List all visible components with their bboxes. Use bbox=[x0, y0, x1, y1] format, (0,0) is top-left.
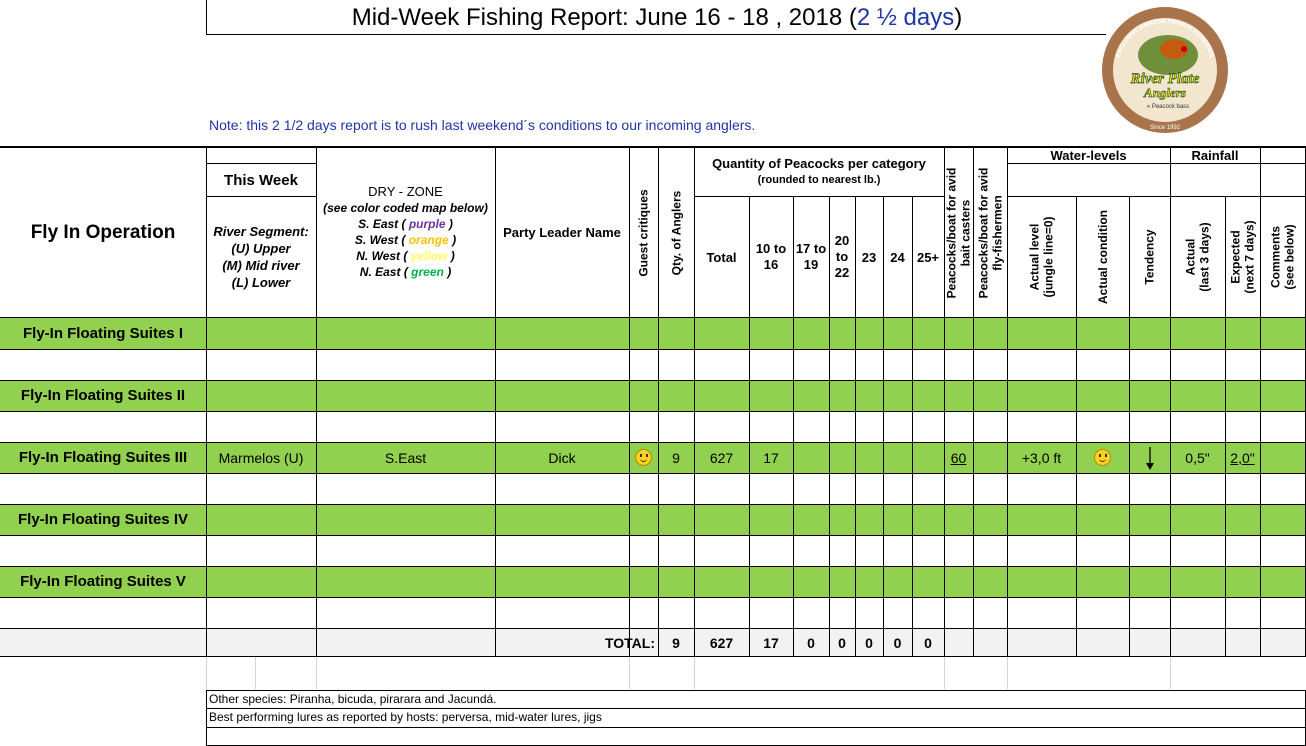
header-rain-actual: Actual (last 3 days) bbox=[1183, 222, 1212, 292]
total-cat-25: 0 bbox=[924, 634, 932, 651]
row-label-suites-4: Fly-In Floating Suites IV bbox=[17, 511, 188, 528]
river-plate-anglers-logo: EXCLUSIVE AMAZON PRIVATE FISHERIES River… bbox=[1102, 7, 1228, 133]
header-cat-20-22: 20 to 22 bbox=[834, 233, 850, 280]
header-cat-23: 23 bbox=[861, 249, 877, 265]
total-cat-20-22: 0 bbox=[838, 634, 846, 651]
report-note: Note: this 2 1/2 days report is to rush … bbox=[209, 117, 756, 133]
total-label: TOTAL: bbox=[604, 634, 655, 651]
header-bottom-rule bbox=[0, 317, 1306, 318]
header-comments: Comments (see below) bbox=[1268, 224, 1297, 290]
row-label-suites-2: Fly-In Floating Suites II bbox=[20, 387, 186, 404]
header-cat-17-19: 17 to 19 bbox=[795, 241, 827, 272]
footer-best-lures: Best performing lures as reported by hos… bbox=[209, 710, 602, 724]
header-bait-casters: Peacocks/boat for avid bait casters bbox=[944, 167, 973, 298]
title-underline bbox=[206, 34, 1106, 35]
total-total: 627 bbox=[709, 634, 734, 651]
header-cat-24: 24 bbox=[890, 249, 905, 265]
row3-bait-casters: 60 bbox=[950, 449, 967, 466]
row3-segment: Marmelos (U) bbox=[218, 449, 304, 466]
row3-anglers: 9 bbox=[672, 449, 680, 466]
header-fly-fishermen: Peacocks/boat for avid fly-fishermen bbox=[976, 167, 1004, 298]
total-anglers: 9 bbox=[672, 634, 680, 651]
svg-text:River Plate: River Plate bbox=[1130, 71, 1200, 87]
title-left-border bbox=[206, 0, 207, 35]
row-label-suites-5: Fly-In Floating Suites V bbox=[20, 573, 186, 590]
header-qty-anglers: Qty. of Anglers bbox=[669, 190, 683, 275]
total-cat-17-19: 0 bbox=[807, 634, 815, 651]
header-top-rule bbox=[0, 146, 1306, 148]
row3-leader: Dick bbox=[548, 449, 576, 466]
row3-cat-10-16: 17 bbox=[763, 449, 779, 466]
total-row-band bbox=[0, 628, 1306, 657]
header-tendency: Tendency bbox=[1142, 229, 1157, 285]
header-river-segment: River Segment: (U) Upper (M) Mid river (… bbox=[213, 224, 309, 290]
total-cat-10-16: 17 bbox=[763, 634, 779, 651]
row-label-suites-1: Fly-In Floating Suites I bbox=[22, 325, 183, 342]
row3-zone: S.East bbox=[384, 449, 427, 466]
total-cat-23: 0 bbox=[865, 634, 873, 651]
header-actual-level: Actual level (jungle line=0) bbox=[1027, 216, 1056, 298]
header-rainfall: Rainfall bbox=[1191, 147, 1239, 163]
row3-rain-actual: 0,5" bbox=[1185, 449, 1210, 466]
row3-actual-level: +3,0 ft bbox=[1021, 449, 1062, 466]
smiley-icon bbox=[635, 449, 652, 466]
arrow-down-icon bbox=[1145, 446, 1154, 470]
row-band-3 bbox=[0, 442, 1306, 473]
header-quantity: Quantity of Peacocks per category (round… bbox=[712, 156, 926, 186]
header-actual-condition: Actual condition bbox=[1095, 210, 1110, 304]
row3-total: 627 bbox=[709, 449, 734, 466]
header-this-week: This Week bbox=[224, 171, 298, 189]
header-water-levels: Water-levels bbox=[1050, 147, 1127, 163]
row3-rain-expected: 2,0" bbox=[1230, 449, 1255, 466]
row-label-suites-3: Fly-In Floating Suites III bbox=[18, 449, 188, 466]
header-guest-critiques: Guest critiques bbox=[636, 188, 651, 277]
row-band-2 bbox=[0, 380, 1306, 411]
header-rain-expected: Expected (next 7 days) bbox=[1228, 220, 1257, 294]
svg-text:Anglers: Anglers bbox=[1143, 85, 1186, 100]
total-cat-24: 0 bbox=[893, 634, 902, 651]
header-total: Total bbox=[706, 249, 737, 265]
header-dry-zone: DRY - ZONE (see color coded map below) S… bbox=[323, 184, 488, 279]
header-operation: Fly In Operation bbox=[30, 221, 176, 243]
svg-text:Since 1992: Since 1992 bbox=[1150, 125, 1181, 131]
header-cat-10-16: 10 to 16 bbox=[755, 241, 787, 272]
row-band-5 bbox=[0, 566, 1306, 597]
header-cat-25: 25+ bbox=[916, 249, 940, 265]
row-band-4 bbox=[0, 504, 1306, 535]
footer-other-species: Other species: Piranha, bicuda, pirarara… bbox=[209, 692, 497, 706]
svg-text:« Peacock bass: « Peacock bass bbox=[1147, 104, 1189, 110]
smiley-icon bbox=[1094, 449, 1111, 466]
row-band-1 bbox=[0, 318, 1306, 349]
report-title: Mid-Week Fishing Report: June 16 - 18 , … bbox=[351, 4, 963, 31]
header-party-leader: Party Leader Name bbox=[503, 225, 621, 240]
report-days: 2 ½ days bbox=[856, 4, 955, 31]
